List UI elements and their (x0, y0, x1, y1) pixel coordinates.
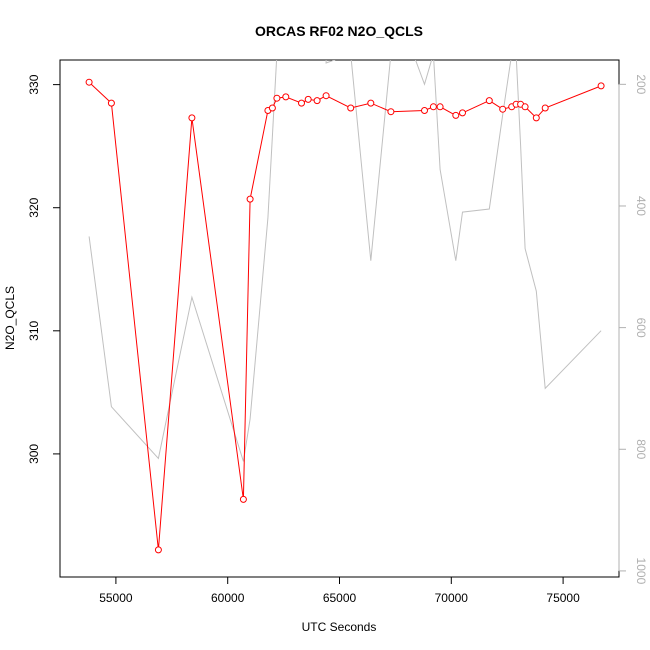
y-tick-label: 330 (27, 74, 41, 94)
data-point (532, 114, 540, 122)
y2-tick-label: 400 (634, 196, 648, 216)
data-point (387, 108, 395, 116)
y-axis-label: N2O_QCLS (3, 286, 17, 350)
y-tick-label: 300 (27, 444, 41, 464)
x-tick-label: 65000 (323, 591, 357, 605)
data-point (154, 546, 162, 554)
y-tick-label: 320 (27, 197, 41, 217)
data-point (499, 105, 507, 113)
data-point (107, 99, 115, 107)
data-point (85, 78, 93, 86)
data-point (436, 103, 444, 111)
x-tick-label: 55000 (99, 591, 133, 605)
data-point (452, 111, 460, 119)
y-tick-label: 310 (27, 320, 41, 340)
y2-tick-label: 800 (634, 439, 648, 459)
y-axis-left: 300 310 320 330 (27, 74, 61, 464)
x-tick-label: 75000 (546, 591, 580, 605)
series-line-left (88, 81, 602, 550)
x-tick-label: 70000 (435, 591, 469, 605)
plot-area (85, 60, 605, 554)
data-point (304, 95, 312, 103)
data-point (485, 97, 493, 105)
data-point (246, 195, 254, 203)
data-point (367, 99, 375, 107)
chart-title: ORCAS RF02 N2O_QCLS (255, 23, 423, 39)
data-point (188, 114, 196, 122)
data-point (268, 104, 276, 112)
plot-frame (59, 59, 620, 578)
data-point (273, 94, 281, 102)
data-point (322, 92, 330, 100)
data-point (597, 82, 605, 90)
data-point (239, 495, 247, 503)
x-axis: 55000 60000 65000 70000 75000 (99, 576, 580, 605)
data-point (541, 104, 549, 112)
y2-tick-label: 200 (634, 74, 648, 94)
x-axis-label: UTC Seconds (302, 620, 377, 634)
series-line-right (88, 60, 602, 462)
y2-tick-label: 600 (634, 318, 648, 338)
x-tick-label: 60000 (211, 591, 245, 605)
y2-tick-label: 1000 (634, 558, 648, 585)
data-point (521, 103, 529, 111)
data-point (282, 93, 290, 101)
data-point (313, 97, 321, 105)
data-point (459, 109, 466, 117)
data-point (421, 107, 428, 114)
data-point (429, 103, 437, 111)
data-point (298, 99, 305, 107)
y-axis-right: 200 400 600 800 1000 (618, 74, 648, 585)
data-point (347, 104, 355, 112)
